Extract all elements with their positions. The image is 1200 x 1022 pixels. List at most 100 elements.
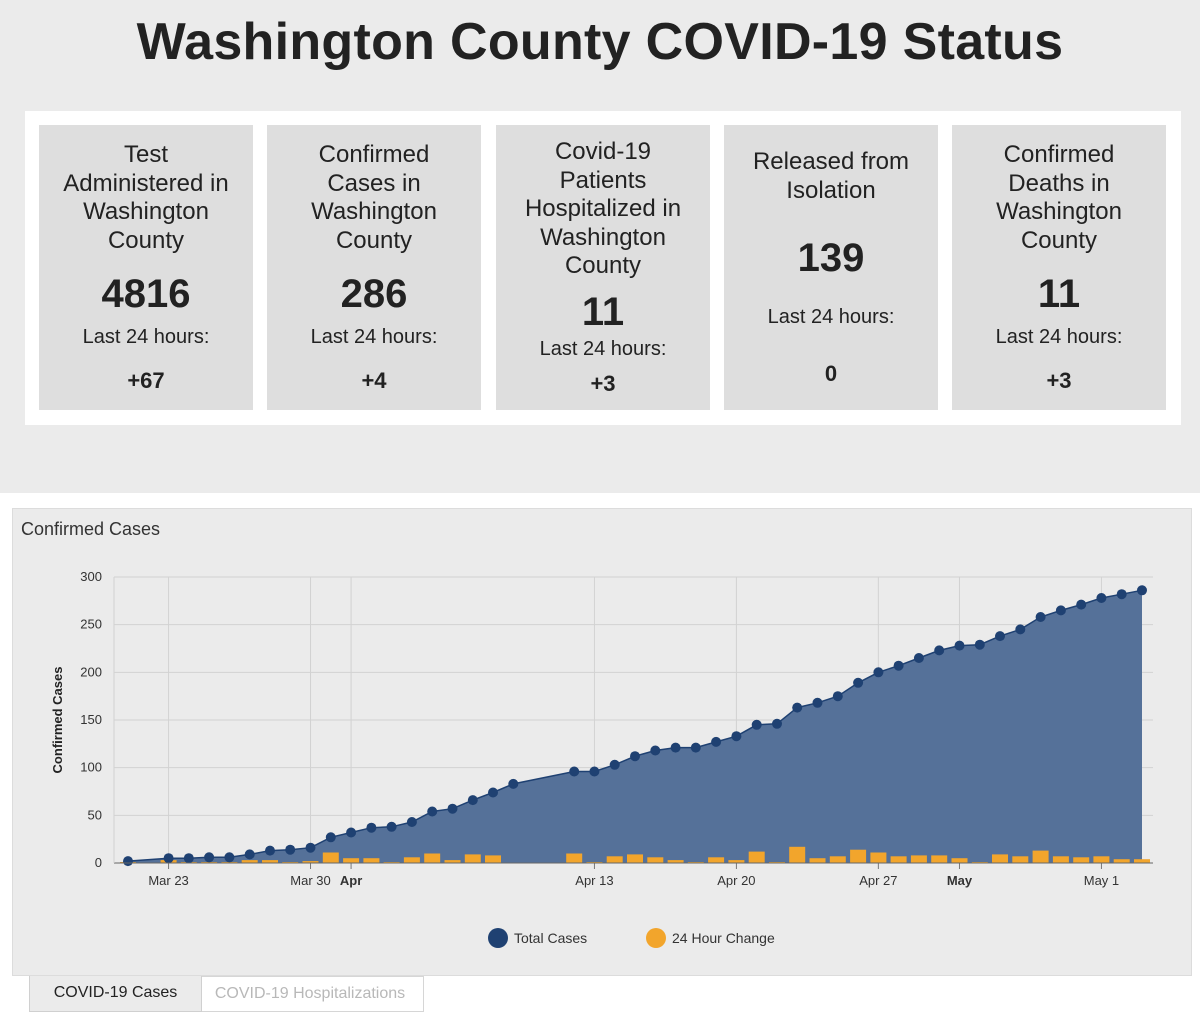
total-cases-point[interactable] [832,691,843,702]
daily-change-bar[interactable] [424,853,441,864]
card-title: Covid-19 Patients Hospitalized in Washin… [524,138,682,279]
total-cases-point[interactable] [265,845,275,856]
y-tick-label: 50 [88,807,102,822]
daily-change-bar[interactable] [485,855,501,863]
daily-change-bar[interactable] [910,855,927,863]
total-cases-point[interactable] [366,822,377,833]
tab-covid-19-hospitalizations[interactable]: COVID-19 Hospitalizations [196,976,424,1012]
total-cases-point[interactable] [447,803,458,814]
daily-change-bar[interactable] [809,858,826,863]
total-cases-point[interactable] [346,827,357,838]
daily-change-bar[interactable] [850,849,867,863]
total-cases-point[interactable] [1015,624,1026,635]
total-cases-point[interactable] [772,718,782,729]
card-label: Last 24 hours: [539,338,667,360]
total-cases-point[interactable] [1035,612,1046,622]
total-cases-point[interactable] [1137,585,1147,596]
daily-change-bar[interactable] [606,856,623,863]
daily-change-bar[interactable] [1052,856,1069,863]
daily-change-bar[interactable] [1113,859,1130,863]
daily-change-bar[interactable] [302,861,319,863]
daily-change-bar[interactable] [931,855,948,863]
total-cases-point[interactable] [589,766,600,777]
daily-change-bar[interactable] [890,856,907,863]
daily-change-bar[interactable] [464,854,481,863]
legend-item-24-hour-change[interactable]: 24 Hour Change [646,928,775,948]
daily-change-bar[interactable] [992,854,1008,863]
total-cases-point[interactable] [853,677,864,688]
total-cases-point[interactable] [711,736,722,747]
total-cases-point[interactable] [1055,605,1066,616]
daily-change-bar[interactable] [748,851,765,863]
total-cases-point[interactable] [386,821,397,832]
card-value: 139 [797,236,865,280]
total-cases-point[interactable] [630,751,640,762]
daily-change-bar[interactable] [728,860,745,863]
total-cases-point[interactable] [974,639,985,650]
total-cases-point[interactable] [183,853,194,864]
legend-item-total-cases[interactable]: Total Cases [488,928,587,948]
daily-change-bar[interactable] [1073,857,1090,863]
total-cases-point[interactable] [670,742,681,753]
daily-change-bar[interactable] [647,857,664,863]
total-cases-point[interactable] [873,667,884,678]
total-cases-point[interactable] [812,697,823,708]
x-tick-label: Mar 30 [290,873,330,888]
total-cases-point[interactable] [569,766,580,777]
total-cases-point[interactable] [488,787,498,798]
total-cases-point[interactable] [123,856,133,867]
total-cases-point[interactable] [731,731,742,742]
total-cases-point[interactable] [934,645,945,656]
daily-change-bar[interactable] [343,858,360,863]
total-cases-point[interactable] [913,653,924,663]
total-cases-point[interactable] [224,852,235,863]
total-cases-point[interactable] [751,719,762,730]
total-cases-point[interactable] [995,631,1005,642]
total-cases-point[interactable] [1116,589,1127,600]
daily-change-bar[interactable] [708,857,725,863]
daily-change-bar[interactable] [627,854,643,863]
daily-change-bar[interactable] [363,858,380,863]
total-cases-point[interactable] [954,640,965,651]
total-cases-point[interactable] [1076,599,1087,610]
total-cases-point[interactable] [244,849,255,860]
daily-change-bar[interactable] [241,860,258,863]
x-tick-label: Apr 13 [575,873,613,888]
daily-change-bar[interactable] [1032,850,1049,863]
total-cases-point[interactable] [467,795,478,806]
total-cases-point[interactable] [508,778,519,789]
total-cases-point[interactable] [163,853,174,864]
daily-change-bar[interactable] [829,856,846,863]
total-cases-point[interactable] [893,660,904,671]
total-cases-point[interactable] [305,842,316,853]
daily-change-bar[interactable] [566,853,583,864]
daily-change-bar[interactable] [1012,856,1029,863]
total-cases-point[interactable] [325,832,336,843]
y-tick-label: 100 [80,760,102,775]
daily-change-bar[interactable] [403,857,420,863]
card-hospitalized: Covid-19 Patients Hospitalized in Washin… [496,125,710,410]
daily-change-bar[interactable] [789,846,806,863]
daily-change-bar[interactable] [1134,859,1150,863]
total-cases-point[interactable] [650,745,661,756]
daily-change-bar[interactable] [951,858,968,863]
legend-24-hour-change-label: 24 Hour Change [672,930,775,946]
total-cases-point[interactable] [1096,593,1107,603]
daily-change-bar[interactable] [444,860,461,863]
chart-tabs: COVID-19 Hospitalizations COVID-19 Cases [12,976,1192,1022]
daily-change-bar[interactable] [322,852,339,864]
total-cases-point[interactable] [609,759,620,770]
total-cases-point[interactable] [792,702,803,713]
total-cases-point[interactable] [690,742,701,753]
daily-change-bar[interactable] [870,852,887,864]
daily-change-bar[interactable] [262,860,278,863]
total-cases-point[interactable] [427,806,438,817]
confirmed-cases-chart[interactable]: 0 50 100 150 200 250 300 Mar 23 Mar 30 Apr Apr 13 A… [13,509,1193,977]
total-cases-point[interactable] [285,844,296,855]
total-cases-point[interactable] [406,817,417,827]
card-label: Last 24 hours: [310,326,438,348]
tab-covid-19-cases[interactable]: COVID-19 Cases [29,976,202,1012]
daily-change-bar[interactable] [1093,856,1110,863]
daily-change-bar[interactable] [667,860,684,863]
total-cases-point[interactable] [204,852,215,863]
